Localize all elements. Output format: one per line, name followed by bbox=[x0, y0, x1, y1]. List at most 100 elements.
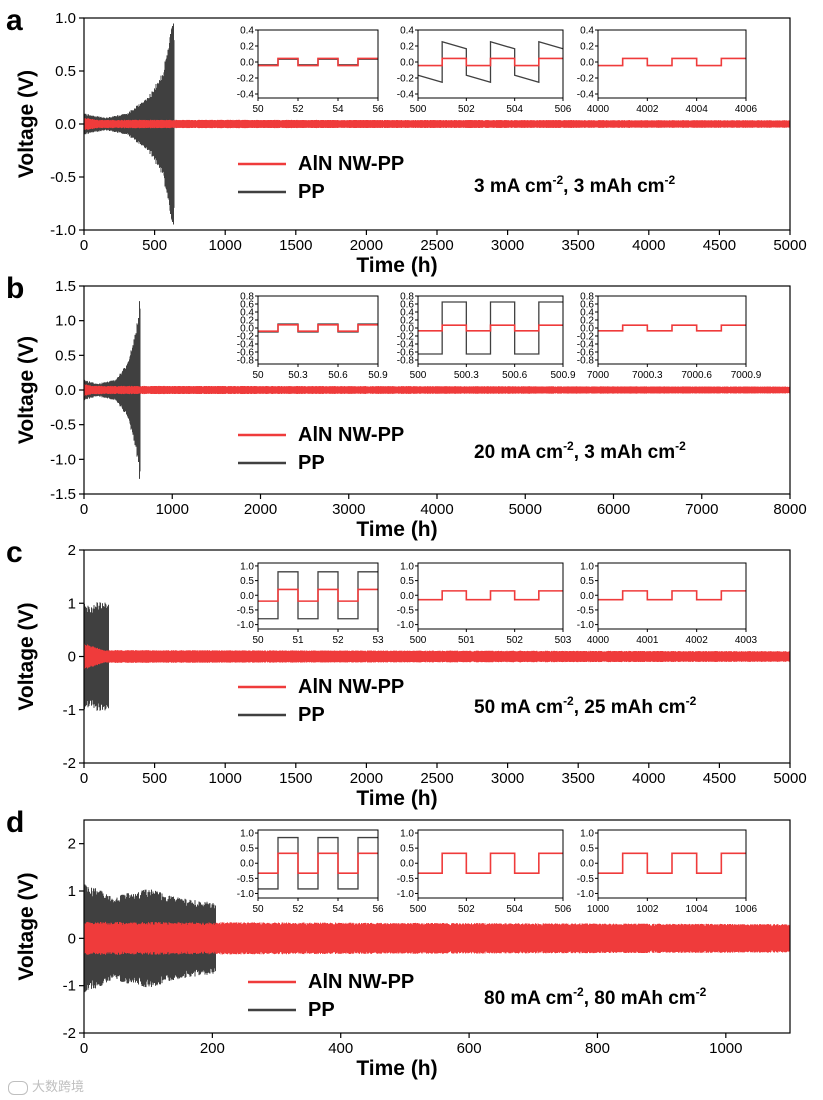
x-tick-label: 7000 bbox=[685, 501, 718, 518]
x-tick-label: 0 bbox=[80, 237, 88, 254]
y-tick-label: 1.0 bbox=[55, 313, 76, 330]
inset-1: 50 52 54 56 -1.0 -0.5 0.0 0.5 1.0 bbox=[237, 829, 384, 915]
inset-x-tick-label: 500.9 bbox=[550, 370, 575, 381]
x-tick-label: 6000 bbox=[597, 501, 630, 518]
x-tick-label: 2500 bbox=[420, 237, 453, 254]
watermark-logo-icon bbox=[8, 1080, 28, 1095]
inset-y-tick-label: 0.0 bbox=[240, 324, 254, 335]
inset-x-tick-label: 501 bbox=[458, 635, 475, 646]
inset-x-tick-label: 502 bbox=[458, 904, 475, 915]
inset-x-tick-label: 1006 bbox=[735, 904, 758, 915]
y-tick-label: -2 bbox=[63, 755, 76, 772]
inset-y-tick-label: -1.0 bbox=[577, 889, 595, 900]
inset-x-tick-label: 50.9 bbox=[368, 370, 388, 381]
inset-y-tick-label: 0.2 bbox=[400, 316, 414, 327]
condition-superscript: -2 bbox=[563, 694, 574, 708]
inset-frame bbox=[417, 829, 564, 899]
inset-aln-trace bbox=[418, 57, 563, 67]
inset-y-tick-label: 0.5 bbox=[400, 576, 414, 587]
x-tick-label: 1500 bbox=[279, 770, 312, 787]
inset-y-tick-label: 0.4 bbox=[240, 308, 254, 319]
inset-y-tick-label: -0.4 bbox=[397, 340, 415, 351]
inset-x-tick-label: 1000 bbox=[587, 904, 610, 915]
x-tick-label: 8000 bbox=[773, 501, 806, 518]
inset-2: 500 501 502 503 -1.0 -0.5 0.0 0.5 1.0 bbox=[397, 561, 572, 646]
condition-superscript: -2 bbox=[563, 439, 574, 453]
inset-x-tick-label: 50 bbox=[252, 104, 264, 115]
panel-label: c bbox=[6, 536, 23, 569]
inset-y-tick-label: 0.0 bbox=[580, 591, 594, 602]
inset-aln-trace bbox=[418, 590, 563, 601]
x-tick-label: 3000 bbox=[491, 770, 524, 787]
inset-x-tick-label: 1004 bbox=[686, 904, 709, 915]
inset-y-tick-label: 0.0 bbox=[400, 859, 414, 870]
y-tick-label: -1.0 bbox=[50, 451, 76, 468]
inset-y-tick-label: 0.0 bbox=[400, 324, 414, 335]
inset-aln-trace bbox=[258, 57, 378, 67]
inset-y-tick-label: 0.0 bbox=[400, 58, 414, 69]
inset-y-tick-label: 1.0 bbox=[240, 561, 254, 572]
x-tick-label: 0 bbox=[80, 501, 88, 518]
x-tick-label: 2000 bbox=[244, 501, 277, 518]
inset-y-tick-label: 0.2 bbox=[580, 316, 594, 327]
inset-y-tick-label: -1.0 bbox=[577, 620, 595, 631]
inset-x-tick-label: 54 bbox=[332, 904, 344, 915]
inset-x-tick-label: 50 bbox=[252, 904, 264, 915]
y-tick-label: -1 bbox=[63, 978, 76, 995]
x-tick-label: 4000 bbox=[420, 501, 453, 518]
x-tick-label: 0 bbox=[80, 770, 88, 787]
series-aln-nw-pp-top bbox=[83, 117, 791, 131]
inset-frame bbox=[597, 562, 747, 630]
plot-frame bbox=[83, 819, 791, 1034]
panel-c: c0 500 1000 1500 2000 2500 3000 3500 4000 4500 500… bbox=[6, 536, 807, 810]
inset-y-tick-label: -1.0 bbox=[397, 620, 415, 631]
y-tick-label: 0 bbox=[68, 649, 76, 666]
inset-y-tick-label: 0.4 bbox=[400, 26, 414, 37]
inset-x-tick-label: 1002 bbox=[636, 904, 659, 915]
inset-x-tick-label: 4006 bbox=[735, 104, 758, 115]
inset-frame bbox=[257, 29, 379, 99]
condition-superscript: -2 bbox=[696, 985, 707, 999]
x-tick-label: 1000 bbox=[209, 237, 242, 254]
panel-b: b 0 1000 2000 3000 4000 5000 6000 7000 8000 -1.5 -1… bbox=[6, 272, 807, 541]
x-tick-label: 400 bbox=[328, 1040, 353, 1057]
condition-text: , 80 mAh cm bbox=[584, 988, 696, 1009]
inset-y-tick-label: 0.0 bbox=[580, 58, 594, 69]
inset-y-tick-label: 1.0 bbox=[580, 829, 594, 840]
panel-label: a bbox=[6, 4, 23, 37]
condition-text: 50 mA cm bbox=[474, 697, 563, 718]
inset-y-tick-label: 0.5 bbox=[580, 844, 594, 855]
condition-label: 50 mA cm-2​, 25 mAh cm-2​ bbox=[474, 694, 697, 718]
inset-y-tick-label: 0.8 bbox=[240, 292, 254, 303]
inset-aln-trace bbox=[598, 590, 746, 601]
x-tick-label: 800 bbox=[585, 1040, 610, 1057]
inset-aln-trace bbox=[598, 324, 746, 332]
inset-frame bbox=[417, 295, 564, 365]
y-tick-label: -0.5 bbox=[50, 417, 76, 434]
inset-y-tick-label: -0.2 bbox=[397, 74, 415, 85]
panel-a: a0 500 1000 1500 2000 2500 3000 3500 4000 4500 500… bbox=[6, 4, 807, 277]
legend-label: PP bbox=[298, 452, 325, 474]
y-tick-label: 2 bbox=[68, 836, 76, 853]
x-tick-label: 0 bbox=[80, 1040, 88, 1057]
y-tick-label: 0.0 bbox=[55, 116, 76, 133]
inset-y-tick-label: 0.2 bbox=[400, 42, 414, 53]
inset-x-tick-label: 4004 bbox=[686, 104, 709, 115]
condition-superscript: -2 bbox=[675, 439, 686, 453]
inset-y-tick-label: -0.2 bbox=[237, 74, 255, 85]
inset-x-tick-label: 53 bbox=[372, 635, 384, 646]
y-tick-label: 1.0 bbox=[55, 10, 76, 27]
inset-aln-trace bbox=[598, 57, 746, 67]
series-trace bbox=[83, 117, 791, 131]
condition-superscript: -2 bbox=[573, 985, 584, 999]
inset-y-tick-label: -0.8 bbox=[397, 356, 415, 367]
condition-text: , 3 mAh cm bbox=[574, 442, 675, 463]
x-tick-label: 2000 bbox=[350, 237, 383, 254]
inset-y-tick-label: 0.8 bbox=[580, 292, 594, 303]
inset-y-tick-label: 0.6 bbox=[400, 300, 414, 311]
inset-3: 4000 4001 4002 4003 -1.0 -0.5 0.0 0.5 1.0 bbox=[577, 561, 758, 646]
inset-y-tick-label: 1.0 bbox=[240, 829, 254, 840]
inset-y-tick-label: -0.5 bbox=[577, 605, 595, 616]
inset-x-tick-label: 500 bbox=[410, 370, 427, 381]
inset-frame bbox=[597, 29, 747, 99]
